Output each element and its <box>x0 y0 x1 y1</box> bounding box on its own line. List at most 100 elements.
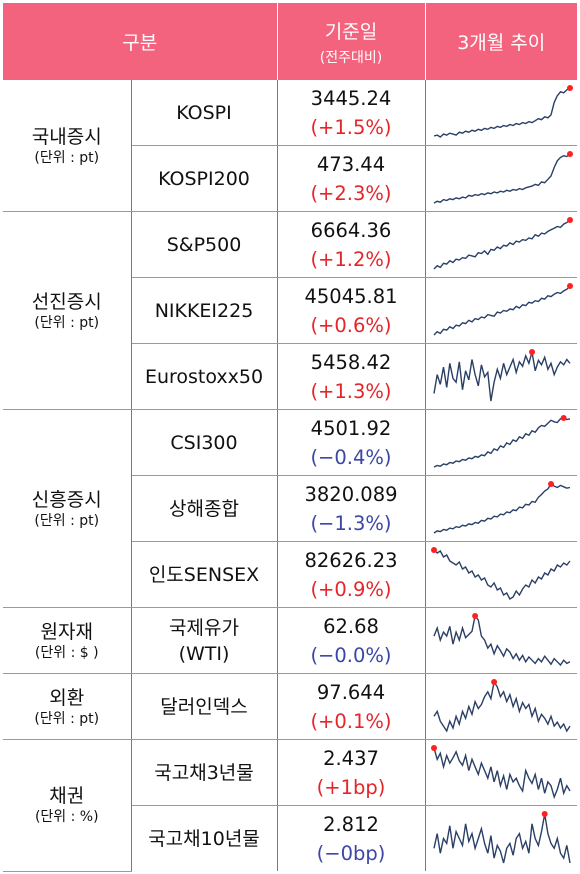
header-base-date-sub: (전주대비) <box>319 49 383 66</box>
group-commodity: 원자재 (단위 : $ ) <box>3 607 132 674</box>
table-row: 신흥증시 (단위 : pt) CSI300 4501.92 (−0.4%) <box>3 409 577 608</box>
sparkline <box>430 547 571 600</box>
group-emerging: 신흥증시 (단위 : pt) <box>3 409 132 608</box>
weekly-change: (+0.9%) <box>310 577 392 601</box>
index-value-cell: 62.68 (−0.0%) <box>277 607 426 674</box>
index-value: 82626.23 <box>304 548 398 572</box>
sparkline <box>432 349 571 402</box>
trend-cell <box>425 475 577 542</box>
sparkline-path <box>432 351 571 402</box>
weekly-change: (+0.6%) <box>310 313 392 337</box>
table-row: 국고채10년물 2.812 (−0bp) <box>3 805 577 872</box>
trend-cell <box>425 145 577 212</box>
table-row: 외환 (단위 : pt) 달러인덱스 97.644 (+0.1%) <box>3 673 577 740</box>
group-domestic: 국내증시 (단위 : pt) <box>3 80 132 212</box>
header-trend: 3개월 추이 <box>425 3 577 80</box>
group-unit: (단위 : pt) <box>34 149 100 166</box>
index-name: S&P500 <box>131 211 278 278</box>
index-value: 6664.36 <box>310 218 392 242</box>
trend-cell <box>425 673 577 740</box>
group-unit: (단위 : pt) <box>34 512 100 529</box>
index-name: 국제유가 (WTI) <box>169 616 239 665</box>
table-row: 상해종합 3820.089 (−1.3%) <box>3 475 577 542</box>
index-name: KOSPI200 <box>131 145 278 212</box>
sparkline-peak-marker <box>430 547 437 553</box>
index-value: 4501.92 <box>310 416 392 440</box>
weekly-change: (+1.3%) <box>310 379 392 403</box>
index-name: NIKKEI225 <box>131 277 278 344</box>
sparkline <box>432 811 571 864</box>
index-value-cell: 4501.92 (−0.4%) <box>277 409 426 476</box>
table-row: 선진증시 (단위 : pt) S&P500 6664.36 (+1.2%) <box>3 211 577 410</box>
group-unit: (단위 : $ ) <box>34 644 99 661</box>
weekly-change: (+1.2%) <box>310 247 392 271</box>
sparkline-peak-marker <box>566 151 573 157</box>
sparkline-peak-marker <box>541 811 548 817</box>
group-developed: 선진증시 (단위 : pt) <box>3 211 132 410</box>
trend-cell <box>425 541 577 608</box>
sparkline-peak-marker <box>430 745 437 751</box>
index-value: 5458.42 <box>310 350 392 374</box>
index-name: CSI300 <box>131 409 278 476</box>
index-name: 상해종합 <box>131 475 278 542</box>
weekly-change: (−1.3%) <box>310 511 392 535</box>
trend-cell <box>425 409 577 476</box>
trend-cell <box>425 80 577 146</box>
sparkline-peak-marker <box>547 481 554 487</box>
table-row: 국내증시 (단위 : pt) KOSPI 3445.24 (+1.5%) <box>3 80 577 212</box>
sparkline-path <box>432 747 571 800</box>
index-value-cell: 473.44 (+2.3%) <box>277 145 426 212</box>
trend-cell <box>425 211 577 278</box>
sparkline-path <box>433 483 570 534</box>
group-fx: 외환 (단위 : pt) <box>3 673 132 740</box>
sparkline <box>433 151 573 204</box>
table-row: Eurostoxx50 5458.42 (+1.3%) <box>3 343 577 410</box>
weekly-change: (+2.3%) <box>310 181 392 205</box>
index-name: 국고채10년물 <box>131 805 278 871</box>
trend-cell <box>425 343 577 410</box>
index-value: 97.644 <box>316 680 386 704</box>
index-name: Eurostoxx50 <box>131 343 278 410</box>
index-value-cell: 97.644 (+0.1%) <box>277 673 426 740</box>
index-value: 473.44 <box>316 152 386 176</box>
group-name: 원자재 <box>40 620 93 643</box>
sparkline <box>433 481 570 534</box>
sparkline-peak-marker <box>490 679 497 685</box>
weekly-change: (+0.1%) <box>310 709 392 733</box>
group-unit: (단위 : pt) <box>34 314 100 331</box>
sparkline-path <box>433 87 570 138</box>
index-value-cell: 3820.089 (−1.3%) <box>277 475 426 542</box>
trend-cell <box>425 739 577 806</box>
trend-cell <box>425 277 577 344</box>
weekly-change: (−0.0%) <box>310 643 392 667</box>
header-category: 구분 <box>3 3 278 80</box>
header-base-date: 기준일 (전주대비) <box>277 3 426 80</box>
sparkline-path <box>433 549 571 600</box>
group-name: 외환 <box>49 686 85 709</box>
sparkline <box>432 613 570 667</box>
sparkline-path <box>432 614 570 667</box>
table-header-row: 구분 기준일 (전주대비) 3개월 추이 <box>3 3 577 80</box>
table-row: NIKKEI225 45045.81 (+0.6%) <box>3 277 577 344</box>
index-name-multiline: 국제유가 (WTI) <box>131 607 278 674</box>
index-value: 3820.089 <box>304 482 398 506</box>
sparkline-path <box>433 153 570 204</box>
sparkline-peak-marker <box>560 415 567 421</box>
sparkline-path <box>432 680 571 733</box>
index-name: 인도SENSEX <box>131 541 278 608</box>
sparkline <box>432 283 573 336</box>
weekly-change: (−0.4%) <box>310 445 392 469</box>
sparkline-peak-marker <box>566 217 573 223</box>
group-name: 국내증시 <box>31 125 102 148</box>
trend-cell <box>425 806 577 872</box>
sparkline-path <box>432 813 571 864</box>
header-base-date-label: 기준일 <box>324 20 378 43</box>
sparkline-peak-marker <box>528 349 535 355</box>
group-unit: (단위 : %) <box>34 809 99 826</box>
index-name: 달러인덱스 <box>131 673 278 740</box>
index-value: 62.68 <box>323 614 379 638</box>
sparkline-peak-marker <box>566 283 573 289</box>
sparkline <box>432 217 573 270</box>
sparkline <box>430 745 571 800</box>
index-name: 국고채3년물 <box>131 739 278 806</box>
